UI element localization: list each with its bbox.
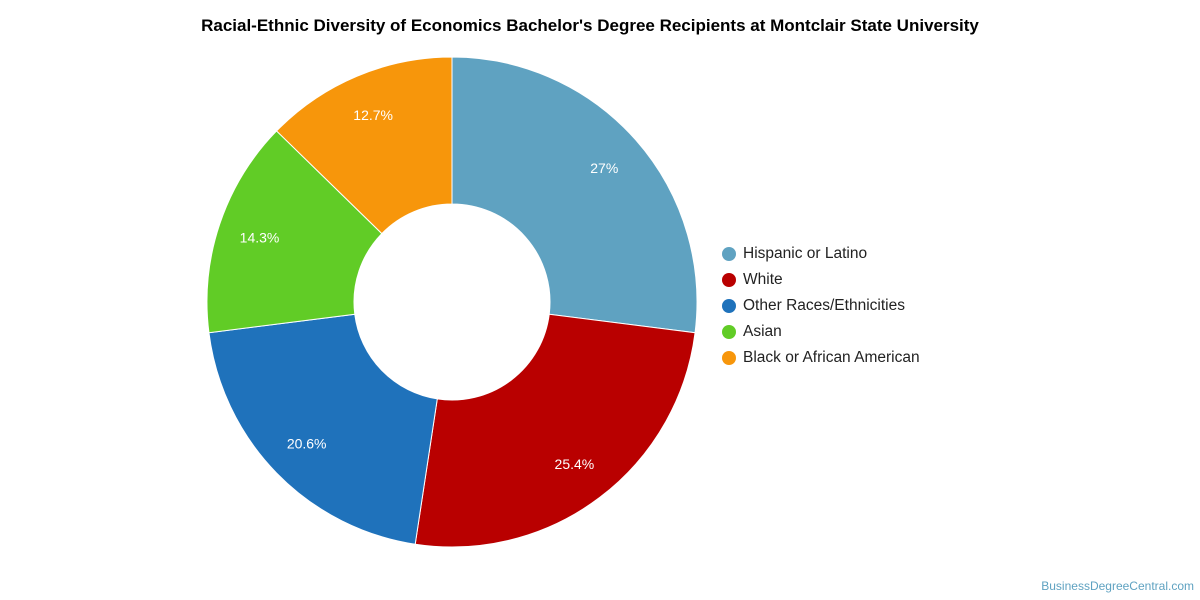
legend-item-black-or-african-american[interactable]: Black or African American xyxy=(722,345,920,371)
legend-swatch xyxy=(722,247,736,261)
data-label-other-races-ethnicities: 20.6% xyxy=(287,436,327,452)
data-label-black-or-african-american: 12.7% xyxy=(353,107,393,123)
legend-swatch xyxy=(722,299,736,313)
legend-item-other-races-ethnicities[interactable]: Other Races/Ethnicities xyxy=(722,293,920,319)
legend-label: Black or African American xyxy=(743,349,920,366)
legend-label: Asian xyxy=(743,323,782,340)
slice-black-or-african-american[interactable] xyxy=(275,56,453,235)
legend-label: Hispanic or Latino xyxy=(743,245,868,262)
legend-swatch xyxy=(722,351,736,365)
slice-asian[interactable] xyxy=(206,130,383,334)
data-label-white: 25.4% xyxy=(555,456,595,472)
slice-other-races-ethnicities[interactable] xyxy=(208,313,438,545)
legend-swatch xyxy=(722,325,736,339)
chart-legend: Hispanic or Latino White Other Races/Ethni… xyxy=(722,241,920,371)
legend-item-white[interactable]: White xyxy=(722,267,920,293)
slice-hispanic-or-latino[interactable] xyxy=(451,56,698,334)
legend-item-hispanic-or-latino[interactable]: Hispanic or Latino xyxy=(722,241,920,267)
legend-item-asian[interactable]: Asian xyxy=(722,319,920,345)
legend-label: White xyxy=(743,271,783,288)
slice-white[interactable] xyxy=(414,313,696,548)
chart-title: Racial-Ethnic Diversity of Economics Bac… xyxy=(201,16,979,35)
legend-swatch xyxy=(722,273,736,287)
data-label-hispanic-or-latino: 27% xyxy=(590,160,618,176)
data-label-asian: 14.3% xyxy=(240,229,280,245)
watermark-text: BusinessDegreeCentral.com xyxy=(1041,579,1194,593)
legend-label: Other Races/Ethnicities xyxy=(743,297,905,314)
